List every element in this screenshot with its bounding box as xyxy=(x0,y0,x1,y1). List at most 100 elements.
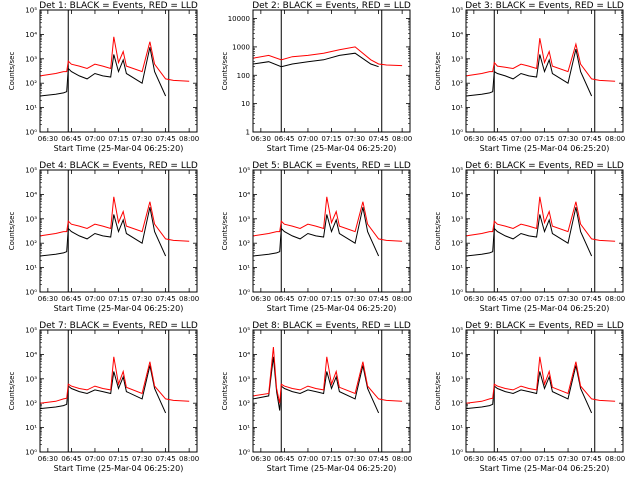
det-4-xtick-label: 06:45 xyxy=(61,295,81,303)
det-6-panel: Det 6: BLACK = Events, RED = LLD Counts/s… xyxy=(434,161,625,313)
det-6-xlabel: Start Time (25-Mar-04 06:25:20) xyxy=(480,304,610,313)
det-4-ytick-label: 10⁴ xyxy=(25,191,37,199)
det-7-xtick-label: 07:45 xyxy=(156,455,176,463)
det-2-frame xyxy=(252,9,411,133)
det-7-ytick-label: 10¹ xyxy=(25,424,37,432)
det-7-xlabel: Start Time (25-Mar-04 06:25:20) xyxy=(54,464,184,473)
det-6-ylabel: Counts/sec xyxy=(434,212,442,251)
det-9-ytick-label: 10⁵ xyxy=(451,327,463,335)
det-6-xtick-label: 07:15 xyxy=(534,295,554,303)
det-4-ylabel: Counts/sec xyxy=(8,212,16,251)
det-2-panel: Det 2: BLACK = Events, RED = LLD Counts/s… xyxy=(221,1,412,153)
det-5-xtick-label: 07:45 xyxy=(369,295,389,303)
det-8-series-lld xyxy=(252,347,403,404)
det-8-xtick-label: 07:00 xyxy=(298,455,318,463)
det-3-xtick-label: 06:30 xyxy=(464,135,484,143)
det-8-title: Det 8: BLACK = Events, RED = LLD xyxy=(252,321,411,331)
det-8-ytick-label: 10⁵ xyxy=(238,327,250,335)
det-6-ytick-label: 10³ xyxy=(451,215,463,223)
det-1-frame xyxy=(39,9,198,133)
det-6-frame xyxy=(465,169,624,293)
det-4-xtick-label: 07:00 xyxy=(85,295,105,303)
det-9-xtick-label: 07:15 xyxy=(534,455,554,463)
det-5-frame xyxy=(252,169,411,293)
det-1-panel: Det 1: BLACK = Events, RED = LLD Counts/s… xyxy=(8,1,199,153)
det-6-xtick-label: 06:45 xyxy=(487,295,507,303)
det-5-series-lld xyxy=(252,196,403,242)
det-7-xtick-label: 06:30 xyxy=(38,455,58,463)
det-5-ytick-label: 10² xyxy=(238,240,250,248)
det-2-xtick-label: 07:45 xyxy=(369,135,389,143)
det-5-panel: Det 5: BLACK = Events, RED = LLD Counts/s… xyxy=(221,161,412,313)
det-5-ytick-label: 10⁴ xyxy=(238,191,250,199)
det-9-frame xyxy=(465,329,624,453)
det-8-xtick-label: 06:30 xyxy=(251,455,271,463)
det-7-xtick-label: 06:45 xyxy=(61,455,81,463)
det-6-title: Det 6: BLACK = Events, RED = LLD xyxy=(465,161,624,171)
det-6-series-events xyxy=(465,207,593,257)
det-2-title: Det 2: BLACK = Events, RED = LLD xyxy=(252,1,411,11)
det-3-ytick-label: 10⁰ xyxy=(451,129,463,137)
det-9-xtick-label: 07:45 xyxy=(582,455,602,463)
det-5-ylabel: Counts/sec xyxy=(221,212,229,251)
det-7-ytick-label: 10⁴ xyxy=(25,351,37,359)
det-6-ytick-label: 10⁵ xyxy=(451,167,463,175)
det-4-ytick-label: 10⁵ xyxy=(25,167,37,175)
det-8-frame xyxy=(252,329,411,453)
det-4-xlabel: Start Time (25-Mar-04 06:25:20) xyxy=(54,304,184,313)
det-2-xtick-label: 07:30 xyxy=(345,135,365,143)
det-3-xtick-label: 06:45 xyxy=(487,135,507,143)
det-2-xtick-label: 06:45 xyxy=(274,135,294,143)
det-5-ytick-label: 10³ xyxy=(238,215,250,223)
det-6-xtick-label: 06:30 xyxy=(464,295,484,303)
det-1-series-lld xyxy=(39,36,190,82)
det-3-ytick-label: 10⁴ xyxy=(451,31,463,39)
det-6-xtick-label: 07:30 xyxy=(558,295,578,303)
det-7-xtick-label: 07:00 xyxy=(85,455,105,463)
det-9-series-events xyxy=(465,365,593,414)
det-8-ytick-label: 10² xyxy=(238,400,250,408)
det-6-ytick-label: 10⁰ xyxy=(451,289,463,297)
det-4-xtick-label: 06:30 xyxy=(38,295,58,303)
det-3-frame xyxy=(465,9,624,133)
det-3-ytick-label: 10² xyxy=(451,80,463,88)
det-4-series-lld xyxy=(39,196,190,242)
det-4-xtick-label: 07:15 xyxy=(108,295,128,303)
det-2-xtick-label: 08:00 xyxy=(392,135,412,143)
det-6-xtick-label: 07:45 xyxy=(582,295,602,303)
det-3-xlabel: Start Time (25-Mar-04 06:25:20) xyxy=(480,144,610,153)
det-3-xtick-label: 07:30 xyxy=(558,135,578,143)
det-3-title: Det 3: BLACK = Events, RED = LLD xyxy=(465,1,624,11)
det-2-ytick-label: 1000 xyxy=(232,43,250,51)
det-5-xtick-label: 07:00 xyxy=(298,295,318,303)
det-6-xtick-label: 08:00 xyxy=(605,295,625,303)
det-7-ytick-label: 10⁰ xyxy=(25,449,37,457)
det-5-series-events xyxy=(252,207,380,257)
det-7-series-lld xyxy=(39,356,190,404)
det-5-ytick-label: 10⁵ xyxy=(238,167,250,175)
det-3-panel: Det 3: BLACK = Events, RED = LLD Counts/s… xyxy=(434,1,625,153)
det-1-xtick-label: 06:45 xyxy=(61,135,81,143)
det-3-xtick-label: 07:00 xyxy=(511,135,531,143)
det-9-xtick-label: 06:45 xyxy=(487,455,507,463)
det-9-xlabel: Start Time (25-Mar-04 06:25:20) xyxy=(480,464,610,473)
det-1-ytick-label: 10² xyxy=(25,80,37,88)
det-8-xlabel: Start Time (25-Mar-04 06:25:20) xyxy=(267,464,397,473)
det-3-series-lld xyxy=(465,38,616,82)
det-2-ytick-label: 10000 xyxy=(228,15,250,23)
det-2-xtick-label: 07:15 xyxy=(321,135,341,143)
det-9-xtick-label: 08:00 xyxy=(605,455,625,463)
det-7-xtick-label: 07:30 xyxy=(132,455,152,463)
det-8-xtick-label: 06:45 xyxy=(274,455,294,463)
det-8-ylabel: Counts/sec xyxy=(221,372,229,411)
det-9-xtick-label: 07:00 xyxy=(511,455,531,463)
det-4-title: Det 4: BLACK = Events, RED = LLD xyxy=(39,161,198,171)
det-7-ytick-label: 10⁵ xyxy=(25,327,37,335)
det-6-ytick-label: 10⁴ xyxy=(451,191,463,199)
det-7-series-events xyxy=(39,365,167,414)
det-4-series-events xyxy=(39,207,167,257)
det-5-xtick-label: 07:30 xyxy=(345,295,365,303)
det-1-ytick-label: 10¹ xyxy=(25,104,37,112)
det-4-xtick-label: 08:00 xyxy=(179,295,199,303)
